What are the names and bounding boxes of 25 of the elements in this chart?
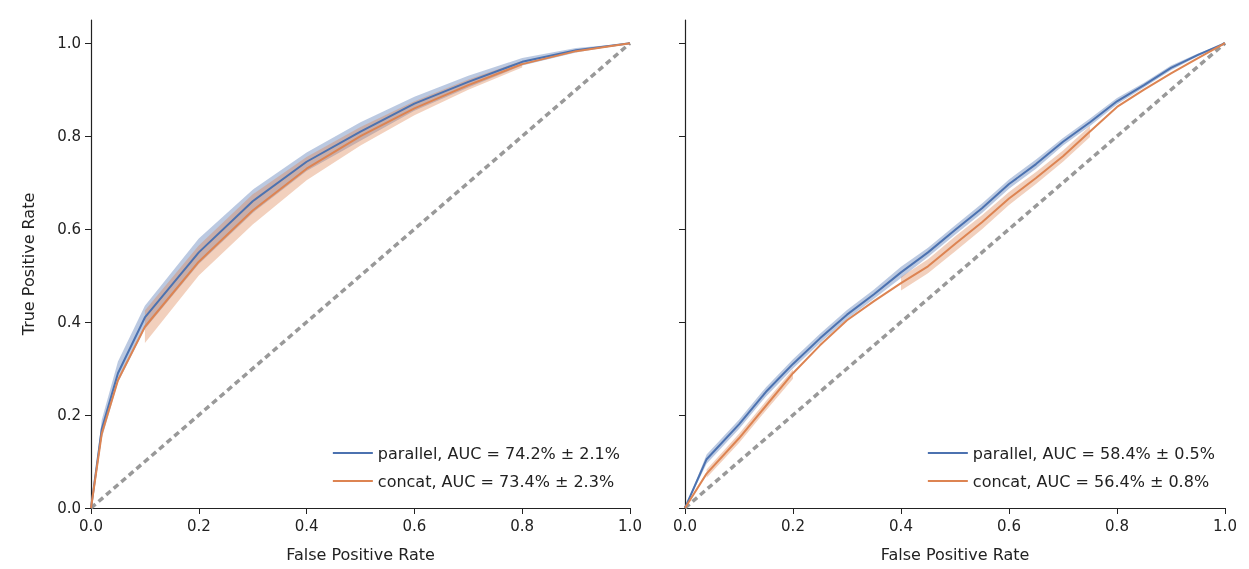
- legend-label: concat, AUC = 73.4% ± 2.3%: [377, 471, 615, 491]
- x-tick-label: 0.0: [673, 516, 697, 535]
- legend-label: parallel, AUC = 74.2% ± 2.1%: [377, 443, 620, 463]
- y-tick-label: 0.8: [57, 127, 81, 146]
- x-tick-label: 0.0: [79, 516, 103, 535]
- x-axis-title: False Positive Rate: [286, 544, 435, 564]
- x-axis-title: False Positive Rate: [880, 544, 1030, 564]
- x-tick-label: 0.8: [1105, 516, 1129, 535]
- legend-label: concat, AUC = 56.4% ± 0.8%: [972, 471, 1210, 491]
- x-tick-label: 0.4: [889, 516, 913, 535]
- y-tick-label: 0.4: [57, 313, 81, 332]
- x-tick-label: 1.0: [1213, 516, 1237, 535]
- y-tick-label: 1.0: [57, 34, 81, 53]
- x-tick-label: 0.2: [781, 516, 805, 535]
- x-tick-label: 0.8: [510, 516, 535, 535]
- x-tick-label: 0.6: [997, 516, 1021, 535]
- x-tick-label: 0.2: [186, 516, 211, 535]
- x-tick-label: 0.4: [294, 516, 319, 535]
- legend-label: parallel, AUC = 58.4% ± 0.5%: [972, 443, 1215, 463]
- y-tick-label: 0.0: [57, 499, 81, 517]
- x-tick-label: 1.0: [618, 516, 642, 535]
- y-axis-title: True Positive Rate: [18, 192, 38, 337]
- y-tick-label: 0.2: [57, 406, 81, 425]
- y-tick-label: 0.6: [57, 220, 81, 239]
- x-tick-label: 0.6: [402, 516, 427, 535]
